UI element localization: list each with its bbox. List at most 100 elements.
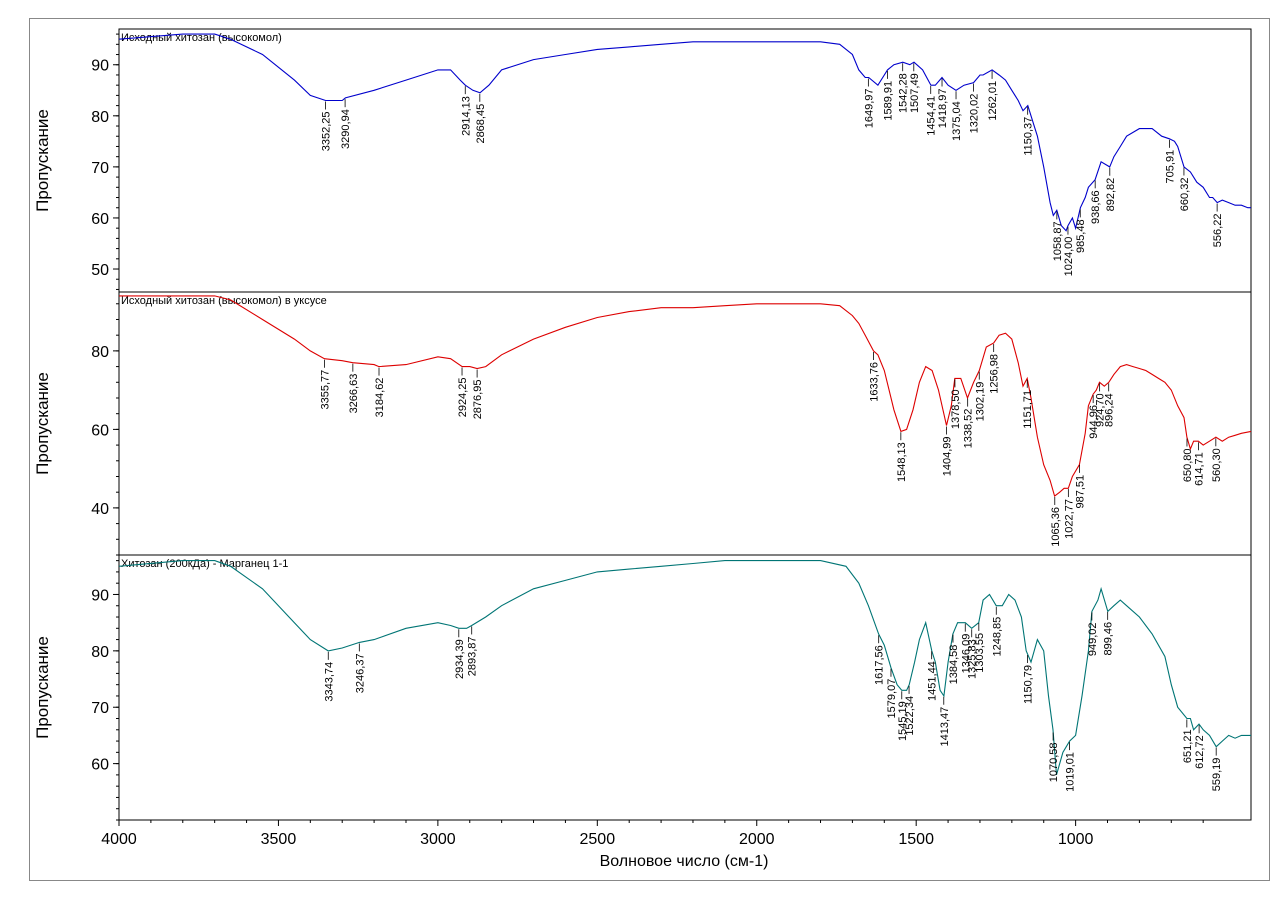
- peak-label: 2893,87: [467, 636, 479, 676]
- panel-title: Исходный хитозан (высокомол) в уксусе: [121, 295, 327, 307]
- peak-label: 949,02: [1087, 622, 1099, 656]
- y-axis-label: Пропускание: [33, 372, 52, 475]
- peak-label: 2934,39: [454, 639, 466, 679]
- peak-label: 1413,47: [939, 707, 951, 747]
- peak-label: 1542,28: [898, 73, 910, 113]
- peak-label: 1617,56: [874, 645, 886, 685]
- spectrum-line: [118, 560, 1251, 776]
- peak-label: 2924,25: [457, 378, 469, 418]
- panel-title: Хитозан (200кДа) - Марганец 1-1: [121, 558, 288, 570]
- peak-label: 1548,13: [896, 442, 908, 482]
- peak-label: 1302,19: [974, 382, 986, 422]
- peak-label: 1418,97: [937, 89, 949, 129]
- y-tick-label: 60: [91, 211, 109, 228]
- peak-label: 985,48: [1075, 219, 1087, 253]
- peak-label: 651,21: [1182, 729, 1194, 763]
- peak-label: 3266,63: [348, 374, 360, 414]
- panel-3: 60 70 80 90 Пропускание Хитозан (200кДа) - Ма…: [33, 554, 1252, 821]
- peak-label: 1150,79: [1023, 665, 1035, 704]
- peak-label: 1151,71: [1022, 390, 1034, 429]
- peak-label: 899,46: [1103, 622, 1115, 656]
- peak-label: 1451,44: [927, 661, 939, 701]
- y-tick-label: 80: [91, 344, 109, 361]
- peak-label: 987,51: [1075, 475, 1087, 509]
- panel-2: 40 60 80 Пропускание Исходный хитозан (высок…: [33, 291, 1252, 556]
- x-tick-label: 3000: [420, 831, 456, 848]
- peak-label: 1303,55: [974, 633, 986, 673]
- peak-label: 1507,49: [909, 73, 921, 113]
- peak-label: 1346,09: [960, 634, 972, 674]
- peak-label: 705,91: [1164, 150, 1176, 184]
- x-tick-label: 2000: [739, 831, 775, 848]
- spectrum-line: [119, 295, 1252, 498]
- peak-label: 1022,77: [1063, 499, 1075, 539]
- y-axis-label: Пропускание: [33, 636, 52, 739]
- peak-label: 1454,41: [926, 96, 938, 136]
- peak-label: 3355,77: [319, 370, 331, 410]
- outer-frame: [29, 18, 1270, 881]
- peak-label: 1522,34: [904, 696, 916, 736]
- peak-label: 1019,01: [1065, 752, 1077, 792]
- peak-label: 660,32: [1179, 178, 1191, 212]
- peak-label: 1404,99: [941, 436, 953, 476]
- y-tick-label: 90: [91, 587, 109, 604]
- peak-label: 3184,62: [374, 378, 386, 418]
- peak-label: 3352,25: [321, 111, 333, 151]
- x-axis: 4000 3500 3000 2500 2000 1500 1000: [101, 820, 1204, 848]
- peak-label: 1325,83: [967, 639, 979, 679]
- peak-label: 3343,74: [323, 662, 335, 702]
- peak-label: 1589,91: [883, 81, 895, 121]
- peak-label: 1070,58: [1048, 743, 1060, 783]
- peak-label: 1375,04: [951, 101, 963, 141]
- peak-label: 1320,02: [969, 94, 981, 134]
- y-tick-label: 60: [91, 422, 109, 439]
- peak-label: 1378,50: [950, 389, 962, 429]
- y-tick-label: 40: [91, 501, 109, 518]
- x-tick-label: 1500: [898, 831, 934, 848]
- peak-label: 1262,01: [987, 81, 999, 121]
- peak-label: 1058,87: [1052, 221, 1064, 261]
- y-tick-label: 80: [91, 644, 109, 661]
- peak-label: 2876,95: [472, 380, 484, 420]
- peak-label: 559,19: [1211, 758, 1223, 792]
- y-tick-label: 80: [91, 109, 109, 126]
- plot-area: [118, 291, 1252, 556]
- y-tick-label: 90: [91, 58, 109, 75]
- peak-label: 892,82: [1105, 178, 1117, 212]
- peak-label: 938,66: [1090, 190, 1102, 224]
- peak-label: 1150,37: [1023, 117, 1035, 156]
- x-tick-label: 3500: [261, 831, 297, 848]
- peak-label: 3290,94: [340, 109, 352, 149]
- peak-label: 1633,76: [869, 362, 881, 402]
- y-tick-label: 70: [91, 700, 109, 717]
- y-tick-label: 60: [91, 757, 109, 774]
- peak-label: 1338,52: [963, 409, 975, 449]
- peak-label: 1545,19: [897, 701, 909, 741]
- peak-label: 614,71: [1193, 452, 1205, 486]
- peak-label: 1065,36: [1050, 507, 1062, 547]
- spectrum-line: [118, 33, 1251, 232]
- y-tick-label: 50: [91, 262, 109, 279]
- x-tick-label: 4000: [101, 831, 137, 848]
- peak-label: 2914,13: [460, 96, 472, 136]
- peak-label: 944,96: [1088, 405, 1100, 439]
- y-tick-label: 70: [91, 160, 109, 177]
- peak-label: 560,30: [1211, 448, 1223, 482]
- plot-area: [118, 554, 1252, 821]
- peak-label: 650,80: [1182, 448, 1194, 482]
- peak-label: 1256,98: [989, 354, 1001, 394]
- panel-title: Исходный хитозан (высокомол): [121, 32, 282, 44]
- peak-label: 896,24: [1104, 393, 1116, 427]
- peak-label: 2868,45: [475, 104, 487, 144]
- peak-label: 612,72: [1194, 735, 1206, 769]
- peak-label: 1579,07: [886, 679, 898, 719]
- peak-label: 1384,58: [948, 645, 960, 685]
- peak-label: 924,70: [1095, 393, 1107, 427]
- x-tick-label: 1000: [1058, 831, 1094, 848]
- x-tick-label: 2500: [580, 831, 616, 848]
- peak-label: 1649,97: [863, 89, 875, 129]
- x-axis-label: Волновое число (см-1): [600, 853, 769, 870]
- panel-1: 50 60 70 80 90 Пропускание Исходный хитозан (в…: [33, 28, 1252, 293]
- y-axis-label: Пропускание: [33, 109, 52, 212]
